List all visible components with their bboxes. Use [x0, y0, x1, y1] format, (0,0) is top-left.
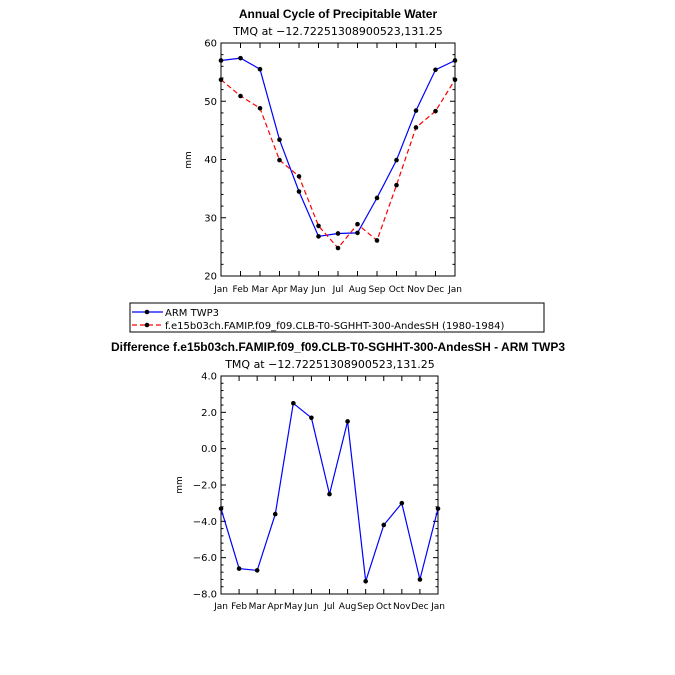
bottom-xtick-label: Jan: [213, 602, 228, 612]
legend-marker-arm: [144, 309, 150, 315]
top-series-0-point: [452, 58, 458, 63]
bottom-series-0-point: [272, 511, 278, 517]
top-series-1-point: [335, 245, 341, 251]
top-plot-area: Jan Feb Mar Apr May Jun Jul Aug Sep Oct Nov Dec Jan2…: [204, 39, 462, 296]
bottom-ytick-label: 0.0: [201, 444, 217, 455]
bottom-series-0-point: [345, 419, 350, 424]
top-xtick-label: Jul: [332, 285, 344, 295]
bottom-ytick-label: 2.0: [201, 408, 217, 419]
top-series-0-point: [238, 55, 243, 61]
top-chart-title: Annual Cycle of Precipitable Water: [239, 7, 438, 21]
legend-marker-model: [144, 322, 150, 328]
top-plot-frame: [220, 42, 456, 277]
top-xtick-label: Feb: [233, 285, 249, 295]
top-series-0-line: [220, 57, 456, 238]
bottom-series-0-point: [327, 491, 332, 497]
legend: ARM TWP3 f.e15b03ch.FAMIP.f09_f09.CLB-T0…: [129, 302, 545, 333]
bottom-series-0-point: [381, 522, 387, 528]
top-ytick-label: 40: [204, 155, 217, 166]
top-series-0-point: [374, 195, 380, 201]
bottom-series-0-point: [435, 506, 441, 511]
bottom-xtick-label: Apr: [267, 602, 283, 612]
legend-label-arm: ARM TWP3: [165, 308, 219, 319]
top-series-1-line: [220, 79, 456, 249]
bottom-series-0-point: [399, 500, 405, 506]
top-series-1-point: [355, 221, 360, 227]
bottom-ytick-label: 4.0: [201, 372, 217, 383]
top-ytick-label: 50: [204, 97, 217, 108]
bottom-xtick-label: Jun: [303, 602, 318, 612]
top-series-0-point: [316, 234, 321, 239]
bottom-xtick-label: Jan: [430, 602, 445, 612]
bottom-plot-frame: [220, 375, 439, 595]
top-xtick-label: Sep: [369, 285, 386, 295]
top-xtick-label: Aug: [349, 285, 367, 295]
top-ytick-label: 30: [204, 213, 217, 224]
bottom-series-0-point: [254, 568, 260, 573]
top-series-1-point: [296, 174, 302, 179]
bottom-ytick-label: −8.0: [193, 590, 217, 601]
top-xtick-label: Jan: [213, 285, 228, 295]
bottom-xtick-label: Feb: [231, 602, 247, 612]
bottom-xtick-label: Mar: [249, 602, 266, 612]
bottom-xtick-label: Jul: [323, 602, 335, 612]
bottom-chart-ylabel: mm: [175, 476, 185, 494]
top-ytick-label: 20: [204, 272, 217, 283]
bottom-series-0-point: [218, 506, 224, 511]
bottom-ytick-label: −6.0: [193, 553, 217, 564]
bottom-series-0-point: [291, 400, 296, 406]
top-series-0-point: [335, 231, 341, 236]
top-series-1-point: [218, 77, 224, 82]
top-series-0-point: [277, 137, 282, 142]
top-xtick-label: Dec: [427, 285, 444, 295]
top-series-1-point: [394, 182, 399, 188]
top-xtick-label: Nov: [407, 285, 425, 295]
top-series-0-point: [433, 67, 438, 73]
top-xtick-label: Jan: [447, 285, 462, 295]
bottom-xtick-label: Dec: [411, 602, 428, 612]
bottom-xtick-label: May: [284, 602, 303, 612]
top-series-1-point: [413, 125, 419, 130]
top-series-1-point: [277, 157, 282, 163]
top-series-0-point: [296, 189, 302, 194]
top-ytick-label: 60: [204, 39, 217, 50]
top-series-1-point: [433, 108, 438, 114]
legend-label-model: f.e15b03ch.FAMIP.f09_f09.CLB-T0-SGHHT-30…: [165, 321, 504, 332]
bottom-series-0-point: [363, 578, 368, 584]
bottom-series-0-point: [417, 577, 423, 582]
top-series-0-point: [355, 230, 360, 236]
top-xtick-label: May: [290, 285, 309, 295]
bottom-series-0-point: [309, 415, 314, 421]
top-series-1-point: [238, 93, 243, 99]
top-series-0-point: [218, 58, 224, 63]
top-series-0-point: [413, 108, 419, 113]
bottom-plot-area: Jan Feb Mar Apr May Jun Jul Aug Sep Oct Nov Dec Jan−…: [193, 372, 445, 613]
top-xtick-label: Jun: [310, 285, 325, 295]
bottom-chart-subtitle: TMQ at −12.72251308900523,131.25: [224, 358, 435, 371]
bottom-xtick-label: Aug: [339, 602, 357, 612]
top-xtick-label: Apr: [272, 285, 288, 295]
bottom-series-0-point: [236, 566, 242, 571]
top-chart-ylabel: mm: [184, 151, 194, 169]
bottom-ytick-label: −4.0: [193, 517, 217, 528]
top-chart-subtitle: TMQ at −12.72251308900523,131.25: [232, 25, 443, 38]
bottom-ytick-label: −2.0: [193, 481, 217, 492]
bottom-xtick-label: Sep: [357, 602, 374, 612]
bottom-chart-title: Difference f.e15b03ch.FAMIP.f09_f09.CLB-…: [111, 340, 565, 354]
top-series-1-point: [374, 238, 380, 243]
top-series-1-point: [452, 77, 458, 82]
top-series-1-point: [257, 105, 263, 111]
legend-box: [129, 302, 545, 333]
top-series-0-point: [257, 66, 263, 72]
top-xtick-label: Mar: [252, 285, 269, 295]
bottom-xtick-label: Oct: [376, 602, 392, 612]
top-series-0-point: [394, 157, 399, 163]
bottom-xtick-label: Nov: [393, 602, 411, 612]
top-series-1-point: [316, 223, 321, 229]
top-xtick-label: Oct: [389, 285, 405, 295]
